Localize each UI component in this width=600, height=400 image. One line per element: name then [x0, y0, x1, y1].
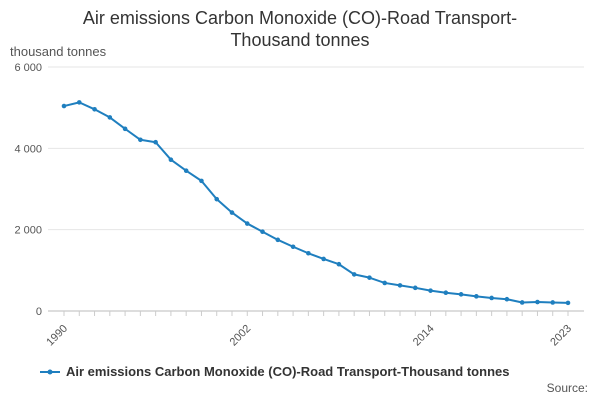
legend[interactable]: Air emissions Carbon Monoxide (CO)-Road …	[40, 364, 509, 379]
data-point	[489, 295, 494, 301]
data-point	[428, 288, 433, 293]
data-point	[229, 210, 235, 215]
x-tick-label: 2023	[548, 323, 574, 349]
data-point	[290, 244, 296, 250]
data-point	[504, 296, 510, 302]
data-point	[336, 261, 342, 267]
y-tick-label: 4 000	[14, 143, 42, 155]
data-point	[92, 106, 97, 112]
data-point	[519, 300, 525, 305]
data-point	[565, 300, 571, 306]
data-point	[382, 280, 388, 286]
chart-title-line-2: Thousand tonnes	[230, 30, 370, 50]
data-point	[550, 300, 556, 305]
chart-title: Air emissions Carbon Monoxide (CO)-Road …	[0, 7, 600, 51]
data-point	[183, 168, 189, 173]
x-tick-label: 2014	[411, 323, 437, 349]
data-point	[168, 157, 174, 163]
data-point	[306, 250, 311, 256]
data-point	[443, 290, 449, 296]
data-point	[321, 256, 326, 262]
data-point	[107, 115, 113, 120]
y-tick-label: 2 000	[14, 225, 42, 237]
legend-label: Air emissions Carbon Monoxide (CO)-Road …	[66, 364, 510, 379]
chart-title-line-1: Air emissions Carbon Monoxide (CO)-Road …	[82, 8, 518, 28]
y-axis-unit-label: thousand tonnes	[10, 44, 107, 59]
data-point	[61, 103, 67, 109]
data-point	[122, 126, 128, 132]
data-point	[275, 237, 281, 243]
data-point	[412, 285, 418, 291]
data-point	[367, 275, 372, 280]
data-point	[138, 137, 143, 143]
y-tick-label: 0	[36, 306, 42, 318]
source-label: Source:	[546, 381, 588, 395]
data-point	[474, 294, 479, 299]
x-tick-label: 2002	[228, 323, 254, 349]
data-point	[153, 139, 158, 145]
data-point	[260, 229, 265, 234]
series-line	[63, 101, 569, 304]
data-point	[76, 100, 82, 105]
data-point	[244, 221, 250, 226]
data-point	[214, 196, 220, 202]
data-point	[351, 272, 357, 277]
data-point	[199, 178, 204, 184]
data-point	[458, 292, 464, 297]
x-tick-label: 1990	[44, 323, 70, 349]
data-point	[535, 299, 540, 305]
legend-swatch	[40, 369, 60, 374]
data-point	[397, 283, 403, 288]
y-tick-label: 6 000	[14, 62, 42, 74]
